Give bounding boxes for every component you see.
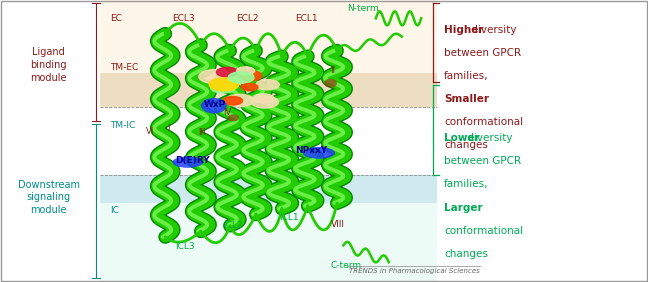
- Text: changes: changes: [444, 140, 488, 150]
- Text: ICL2: ICL2: [224, 221, 243, 230]
- Circle shape: [211, 82, 235, 93]
- Text: II: II: [330, 66, 336, 75]
- Circle shape: [226, 94, 254, 107]
- Ellipse shape: [303, 147, 335, 159]
- Text: conformational: conformational: [444, 226, 523, 236]
- Text: between GPCR: between GPCR: [444, 156, 521, 166]
- Ellipse shape: [324, 79, 337, 88]
- Text: Downstream
signaling
module: Downstream signaling module: [17, 180, 80, 215]
- Text: I: I: [167, 124, 170, 133]
- Circle shape: [209, 78, 239, 91]
- Text: TM-EC: TM-EC: [110, 63, 139, 72]
- Circle shape: [251, 96, 279, 108]
- Text: diversity: diversity: [464, 133, 513, 143]
- Text: ICL3: ICL3: [175, 242, 194, 251]
- Circle shape: [228, 72, 254, 83]
- Text: changes: changes: [444, 249, 488, 259]
- Text: ICL1: ICL1: [279, 213, 298, 222]
- Text: C-term: C-term: [330, 261, 362, 270]
- Circle shape: [223, 96, 242, 105]
- Circle shape: [253, 94, 274, 103]
- Text: ECL3: ECL3: [172, 14, 194, 23]
- Text: TRENDS in Pharmacological Sciences: TRENDS in Pharmacological Sciences: [349, 268, 480, 274]
- Circle shape: [241, 83, 258, 91]
- Text: Smaller: Smaller: [444, 94, 489, 104]
- Bar: [100, 175, 437, 203]
- Text: N-term: N-term: [347, 4, 378, 13]
- Text: conformational: conformational: [444, 117, 523, 127]
- Text: ECL1: ECL1: [295, 14, 318, 23]
- Text: NPxxY: NPxxY: [295, 146, 327, 155]
- Text: Larger: Larger: [444, 202, 483, 213]
- Ellipse shape: [172, 157, 203, 168]
- Text: VI: VI: [146, 127, 154, 136]
- Text: IC: IC: [110, 206, 119, 215]
- Text: III: III: [198, 128, 205, 137]
- Text: Ligand
binding
module: Ligand binding module: [30, 47, 67, 83]
- Circle shape: [199, 69, 231, 83]
- Circle shape: [238, 71, 262, 81]
- Ellipse shape: [227, 114, 239, 122]
- Text: diversity: diversity: [469, 25, 517, 35]
- Text: Lower: Lower: [444, 133, 480, 143]
- Circle shape: [256, 80, 279, 90]
- Text: EC: EC: [110, 14, 122, 23]
- Circle shape: [216, 67, 238, 77]
- Text: families,: families,: [444, 179, 489, 190]
- Circle shape: [223, 73, 249, 84]
- Circle shape: [237, 67, 255, 75]
- Text: Higher: Higher: [444, 25, 483, 35]
- Text: WxP: WxP: [204, 100, 226, 109]
- Text: D(E)RY: D(E)RY: [175, 156, 209, 165]
- Text: families,: families,: [444, 71, 489, 81]
- Text: TM-IC: TM-IC: [110, 121, 135, 130]
- Ellipse shape: [201, 98, 227, 113]
- Text: VIII: VIII: [330, 220, 345, 229]
- Text: ECL2: ECL2: [237, 14, 259, 23]
- Bar: [100, 175, 437, 282]
- Bar: [100, 73, 437, 107]
- Text: between GPCR: between GPCR: [444, 48, 521, 58]
- Circle shape: [216, 81, 237, 91]
- Bar: [100, 0, 437, 107]
- Text: IV: IV: [224, 108, 232, 117]
